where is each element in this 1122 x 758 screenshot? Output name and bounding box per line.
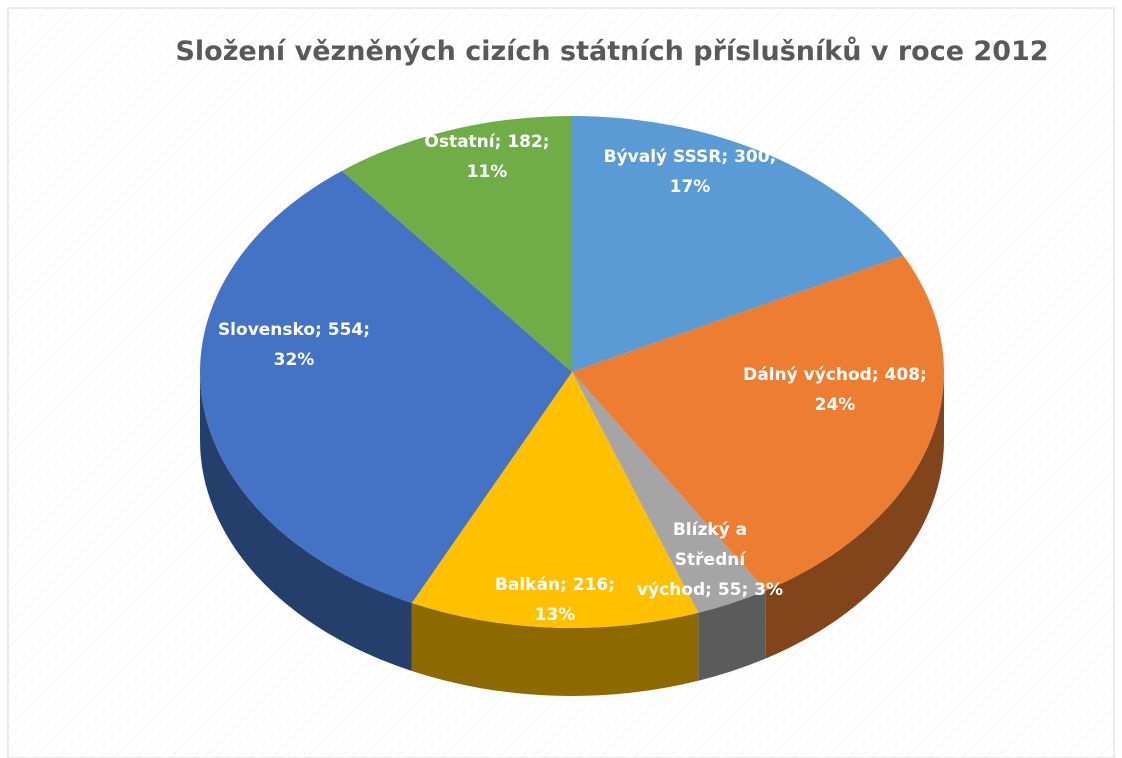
data-label: Dálný východ; 408; 24% (743, 365, 927, 415)
slice (341, 116, 572, 372)
slice (200, 170, 572, 604)
slice-side (411, 603, 699, 696)
slice-side (698, 590, 766, 681)
data-label: Balkán; 216; 13% (494, 575, 616, 625)
slice-side (199, 372, 412, 672)
slice-side (765, 372, 944, 659)
data-label: Ostatní; 182; 11% (424, 132, 550, 182)
data-label: Bývalý SSSR; 300; 17% (603, 147, 777, 197)
data-label: Blízký a Střední východ; 55; 3% (636, 520, 784, 600)
slice (411, 372, 699, 628)
slice (572, 116, 904, 372)
slice (572, 372, 766, 613)
chart-title: Složení vězněných cizích státních příslu… (175, 36, 1049, 67)
slice (572, 255, 945, 591)
data-label: Slovensko; 554; 32% (217, 320, 371, 370)
